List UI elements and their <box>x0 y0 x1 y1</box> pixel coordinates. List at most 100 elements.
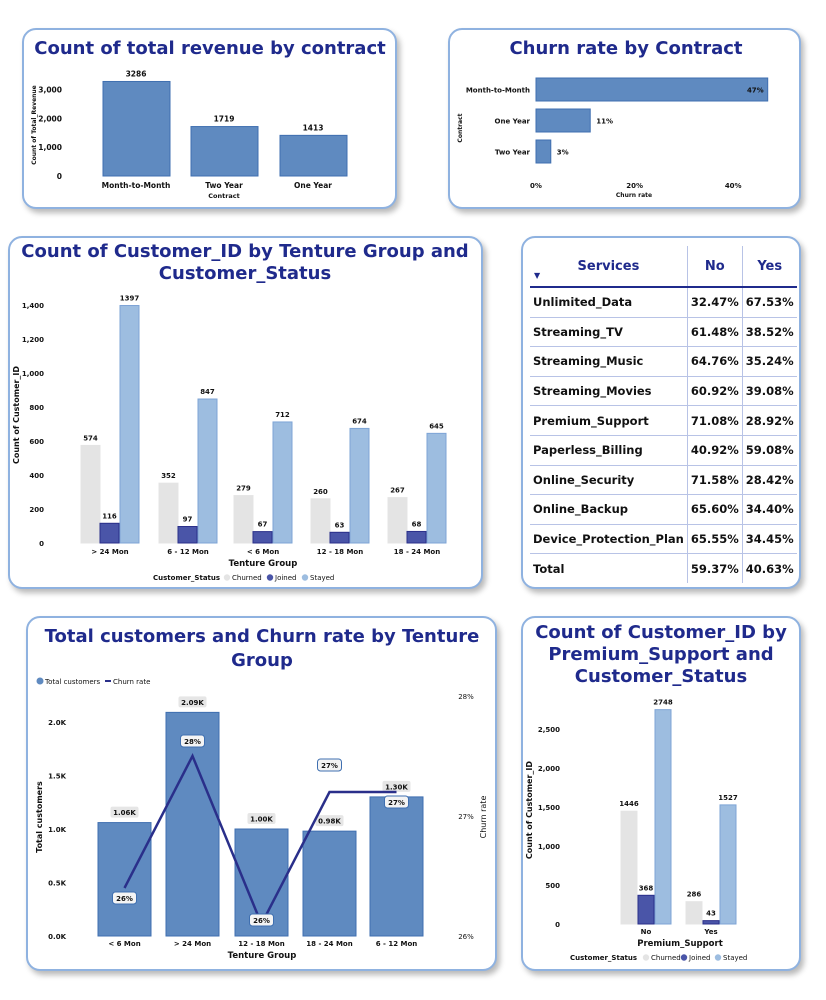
data-label: 352 <box>161 472 176 480</box>
x-tick-label: 12 - 18 Mon <box>238 940 284 948</box>
chart-title: Count of Customer_ID by <box>535 622 787 643</box>
chart-title: Churn rate by Contract <box>509 38 742 59</box>
data-label: 47% <box>747 87 764 95</box>
data-label: 2.09K <box>181 699 204 707</box>
bar-joined <box>329 531 350 544</box>
churn-label-bg <box>180 734 205 748</box>
y-axis-title: Total customers <box>35 781 44 853</box>
legend-label: Churn rate <box>113 678 150 686</box>
no-value: 64.76% <box>686 346 743 377</box>
bar <box>535 139 552 164</box>
data-label: 712 <box>275 411 290 419</box>
y-tick-label: 0 <box>555 921 560 929</box>
service-name: Total <box>533 561 565 576</box>
bar-churned <box>80 444 101 544</box>
y-tick-label: 1,400 <box>22 302 44 310</box>
legend-dot-total-customers <box>36 677 44 685</box>
chart-title: Group <box>231 650 293 671</box>
legend-label: Joined <box>688 954 710 962</box>
data-label: 43 <box>706 910 716 918</box>
caret-down-icon[interactable]: ▼ <box>534 271 541 280</box>
data-label: 1446 <box>619 800 639 808</box>
data-label: 97 <box>183 516 193 524</box>
data-label: 286 <box>687 891 702 899</box>
y-tick-label: 1,500 <box>538 804 560 812</box>
bar <box>102 80 171 177</box>
legend-label: Churned <box>651 954 681 962</box>
x-tick-label: Month-to-Month <box>102 181 171 190</box>
table-row: Streaming_Movies 60.92% 39.08% <box>530 376 797 407</box>
data-label-bg <box>110 806 139 818</box>
y-tick-label: 800 <box>29 404 44 412</box>
no-value: 65.55% <box>686 524 743 555</box>
data-label-bg <box>315 815 344 827</box>
y2-tick-label: 27% <box>458 813 474 821</box>
x-tick-label: No <box>641 928 652 936</box>
header-yes[interactable]: Yes <box>741 246 797 288</box>
service-name: Premium_Support <box>530 405 688 436</box>
y-tick-label: 500 <box>545 882 560 890</box>
x-tick-label: 18 - 24 Mon <box>306 940 352 948</box>
bar-joined <box>702 920 720 925</box>
data-label: 116 <box>102 512 117 520</box>
header-no[interactable]: No <box>686 246 743 288</box>
service-name: Paperless_Billing <box>530 435 688 466</box>
y-tick-label: 2,000 <box>538 765 560 773</box>
yes-value: 59.08% <box>741 435 797 466</box>
yes-value: 28.92% <box>741 405 797 436</box>
header-services[interactable]: ▼ Services <box>530 246 688 288</box>
legend-dot-churned <box>223 574 231 581</box>
data-label: 0.98K <box>318 818 341 826</box>
data-label: 2748 <box>653 699 673 707</box>
data-label: 1.30K <box>385 783 408 791</box>
churn-label-bg <box>112 891 137 905</box>
bar-stayed <box>119 305 140 544</box>
legend-title: Customer_Status <box>153 574 220 582</box>
data-label: 267 <box>390 487 405 495</box>
x-axis-title: Tenture Group <box>229 559 298 569</box>
x-tick-label: 40% <box>725 182 742 190</box>
yes-value: 38.52% <box>741 317 797 348</box>
no-value: 32.47% <box>686 287 743 318</box>
service-name: Online_Backup <box>530 494 688 525</box>
bar <box>97 822 152 937</box>
service-name: Unlimited_Data <box>530 287 688 318</box>
bar-stayed <box>719 804 737 925</box>
table-row: Premium_Support 71.08% 28.92% <box>530 405 797 436</box>
y-tick-label: Month-to-Month <box>466 87 530 95</box>
data-label-bg <box>178 696 207 708</box>
bar <box>535 108 591 133</box>
x-tick-label: < 6 Mon <box>108 940 140 948</box>
yes-value: 67.53% <box>741 287 797 318</box>
bar-churned <box>233 495 254 544</box>
data-label-bg <box>247 813 276 824</box>
y2-tick-label: 26% <box>458 933 474 941</box>
churn-data-label: 28% <box>184 738 201 746</box>
y-tick-label: 2,500 <box>538 726 560 734</box>
y-tick-label: 200 <box>29 506 44 514</box>
data-label: 368 <box>639 884 654 892</box>
legend-dot-stayed <box>301 574 309 581</box>
bar-joined <box>406 530 427 544</box>
data-label: 1413 <box>303 123 324 132</box>
bar-stayed <box>426 432 447 544</box>
table-row: Online_Security 71.58% 28.42% <box>530 465 797 496</box>
chart-title: Total customers and Churn rate by Tentur… <box>45 626 480 647</box>
yes-value: 34.45% <box>741 524 797 555</box>
y-tick-label: 0 <box>57 172 62 181</box>
bar <box>279 134 348 177</box>
y-axis-title: Count of Customer_ID <box>12 366 21 464</box>
legend-dot-joined <box>680 954 688 961</box>
no-value: 71.58% <box>686 465 743 496</box>
data-label-bg <box>382 780 411 792</box>
y-tick-label: 1.5K <box>48 773 66 781</box>
bar-stayed <box>349 427 370 544</box>
yes-value: 39.08% <box>741 376 797 407</box>
service-name: Device_Protection_Plan <box>530 524 688 555</box>
service-name: Streaming_Music <box>530 346 688 377</box>
bar <box>190 126 259 177</box>
churn-label-bg <box>384 795 409 809</box>
chart-title: Count of total revenue by contract <box>34 38 386 59</box>
y-tick-label: 2.0K <box>48 719 66 727</box>
